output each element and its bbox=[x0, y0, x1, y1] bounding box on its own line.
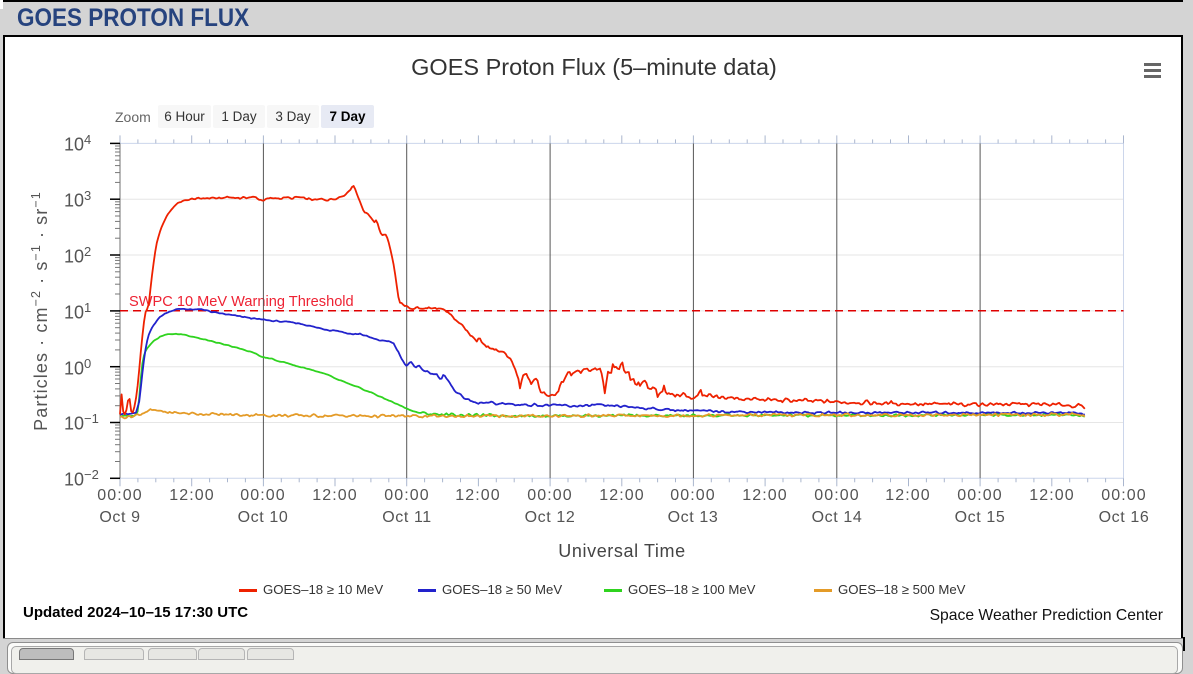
svg-text:Particles · cm−2 · s−1 · sr−1: Particles · cm−2 · s−1 · sr−1 bbox=[29, 191, 51, 431]
